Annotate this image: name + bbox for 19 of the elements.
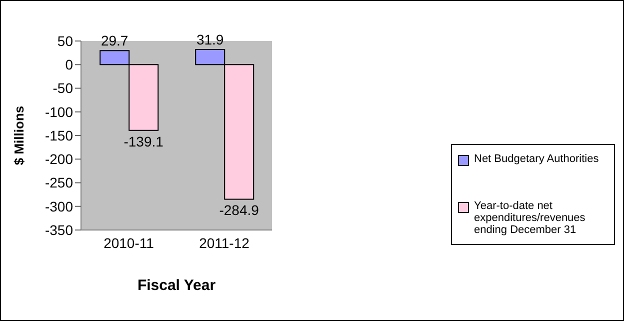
y-tick-label: -100 xyxy=(44,104,74,120)
x-tick-label: 2010-11 xyxy=(104,234,154,251)
y-tick-label: -200 xyxy=(44,151,74,168)
y-tick-label: 0 xyxy=(65,56,74,73)
x-axis-title: Fiscal Year xyxy=(137,277,216,294)
y-tick-label: -250 xyxy=(44,174,74,191)
data-label: 29.7 xyxy=(100,32,128,49)
x-tick-label: 2011-12 xyxy=(199,234,250,251)
legend-label: Net Budgetary Authorities xyxy=(474,153,599,165)
legend-label: Year-to-date net expenditures/revenues ending December 31 xyxy=(474,200,586,236)
data-label: 31.9 xyxy=(196,32,224,48)
y-tick-label: -300 xyxy=(44,198,74,214)
y-tick-label: -150 xyxy=(44,127,74,144)
y-axis-title: $ Millions xyxy=(12,106,27,166)
y-tick-label: -350 xyxy=(44,222,74,238)
data-label: -284.9 xyxy=(219,202,260,218)
data-label: -139.1 xyxy=(124,133,164,150)
y-tick-label: 50 xyxy=(57,32,74,49)
y-tick-label: -50 xyxy=(52,80,74,96)
